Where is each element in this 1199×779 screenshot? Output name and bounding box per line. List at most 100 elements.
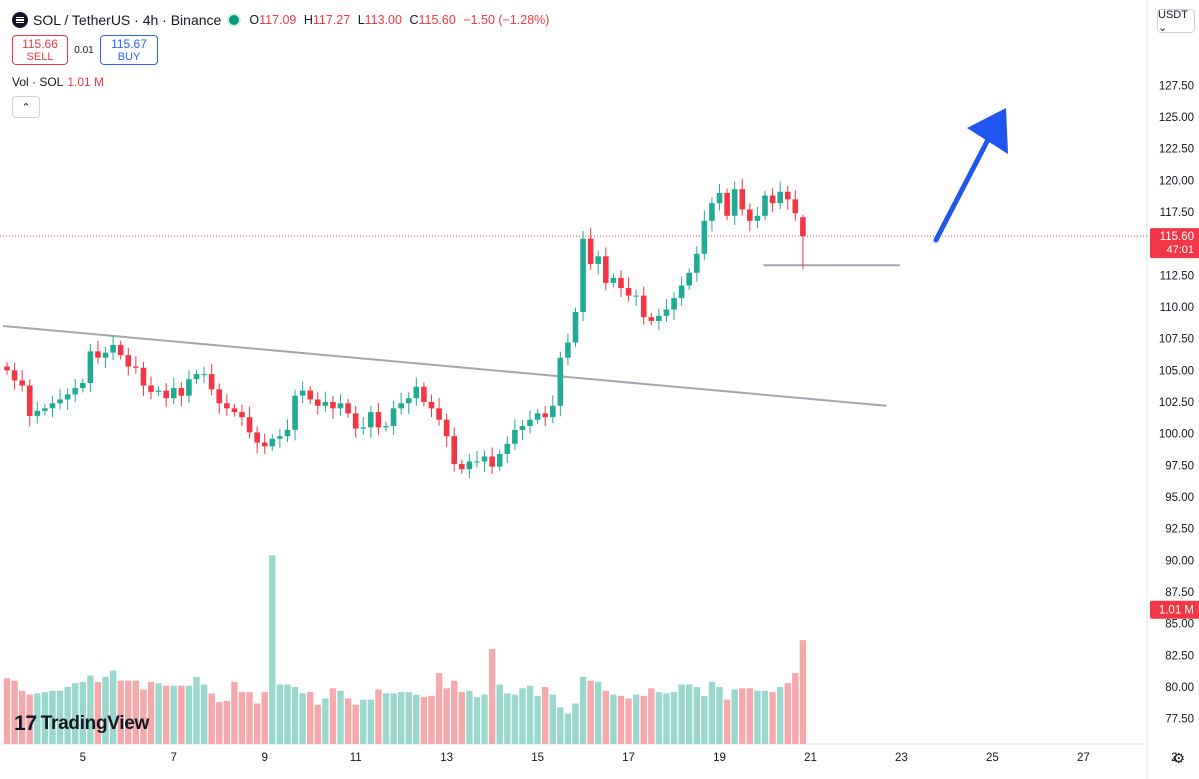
price-tick-label: 85.00 [1165,619,1194,631]
volume-bar [216,702,223,744]
candle-body [64,394,71,400]
price-tick-label: 127.50 [1159,80,1194,92]
candle-body [49,403,56,409]
volume-bar [701,695,708,744]
candle-body [80,383,86,389]
volume-bars [3,555,807,744]
candle-body [277,436,283,439]
volume-badge-value: 1.01 M [1159,605,1194,617]
candle-body [405,398,412,404]
drawings [0,108,1147,407]
settings-icon[interactable]: ⚙ [1172,750,1185,766]
candle-body [496,453,503,467]
candle-body [413,386,420,399]
volume-bar [572,703,579,744]
tradingview-logo[interactable]: 17 TradingView [14,712,150,735]
volume-bar [458,692,465,744]
volume-bar [564,713,572,744]
candle-body [193,374,200,380]
candle-body [466,461,473,470]
candle-body [792,199,799,214]
volume-bar [481,694,488,744]
volume-bar [352,704,359,744]
volume-bar [579,676,587,744]
trade-panel: 115.66 SELL 0.01 115.67 BUY [12,35,158,65]
candle-body [148,385,154,392]
time-tick-label: 9 [262,752,268,764]
volume-bar [435,673,443,744]
candle-body [565,342,571,358]
candle-body [186,379,192,396]
candle-body [208,374,215,390]
currency-selector[interactable]: USDT ⌄ [1157,9,1195,34]
symbol-title[interactable]: SOL / TetherUS · 4h · Binance [33,12,222,28]
candle-body [436,408,442,420]
candle-body [133,366,139,368]
sol-coin-icon [12,12,28,28]
volume-bar [610,694,617,744]
volume-bar [799,640,807,744]
candle-body [474,461,480,463]
volume-bar [670,692,678,744]
sell-button[interactable]: 115.66 SELL [12,35,68,65]
volume-bar [109,670,117,744]
volume-bar [246,692,253,744]
volume-bar [344,698,352,744]
candle-body [201,374,207,376]
candle-body [481,456,488,462]
time-axis[interactable]: 5 7 9 11 13 15 17 19 21 23 25 27 2 [80,752,1178,764]
price-tick-label: 95.00 [1165,492,1194,504]
candle-body [299,390,306,396]
price-tick-label: 100.00 [1159,429,1194,441]
buy-button[interactable]: 115.67 BUY [100,35,158,65]
candle-body [34,410,41,416]
candle-body [110,345,116,353]
candle-body [656,315,662,321]
candle-body [57,399,63,404]
volume-bar [466,690,473,744]
time-tick-label: 25 [986,752,999,764]
volume-bar [541,687,549,744]
candle-body [519,426,526,430]
candle-body [701,220,708,254]
time-tick-label: 7 [171,752,177,764]
volume-bar [451,680,458,744]
volume-bar [693,687,700,744]
volume-bar [170,685,177,744]
volume-bar [428,695,435,744]
volume-bar [390,693,397,744]
volume-bar [26,694,33,744]
volume-legend[interactable]: Vol · SOL 1.01 M [12,75,105,89]
time-tick-label: 21 [804,752,817,764]
collapse-legend-button[interactable]: ⌃ [12,96,40,118]
volume-bar [784,683,791,744]
volume-bar [617,695,625,744]
price-axis[interactable]: 127.50125.00122.50120.00117.50115.00112.… [1159,80,1194,725]
volume-bar [41,692,49,744]
candle-body [155,390,162,392]
up-arrow-icon [933,108,1008,243]
volume-bar [473,697,481,744]
candle-body [587,238,594,264]
volume-bar [79,681,86,744]
candle-body [170,388,177,399]
time-tick-label: 15 [531,752,544,764]
candle-body [26,385,33,416]
candle-body [368,412,374,428]
volume-bar [261,692,268,744]
candle-body [140,367,147,386]
price-tick-label: 90.00 [1165,555,1194,567]
candle-body [360,427,367,429]
volume-bar [382,693,390,744]
volume-bar [367,699,375,744]
candle-body [231,408,238,413]
candles [4,178,806,479]
candle-body [534,413,541,420]
time-tick-label: 27 [1077,752,1090,764]
volume-bar [655,692,663,744]
volume-bar [602,690,610,744]
time-tick-label: 13 [440,752,453,764]
candle-body [19,380,25,386]
price-tick-label: 92.50 [1165,524,1194,536]
